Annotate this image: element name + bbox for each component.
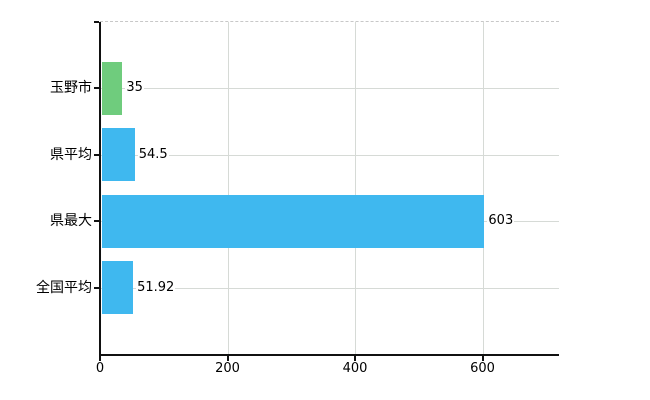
y-axis-tick [94,287,99,289]
x-gridline [482,22,484,354]
x-axis-tick [354,356,356,361]
x-gridline [355,22,356,354]
x-axis-tick [99,356,101,361]
category-label: 全国平均 [36,280,92,296]
value-label: 51.92 [136,279,176,297]
x-axis-tick [226,356,229,361]
x-tick-label: 600 [470,361,495,376]
x-tick-label: 400 [342,361,368,376]
y-axis-tick [94,87,99,89]
x-tick-label: 200 [215,361,240,376]
category-label: 県最大 [50,213,92,229]
y-axis-tick [94,220,99,222]
bar-玉野市 [102,62,123,115]
x-axis-tick [481,356,484,361]
y-axis-tick [94,154,99,156]
y-gridline [100,288,559,289]
category-label: 県平均 [50,147,92,163]
x-gridline [227,22,229,354]
y-axis-tick [94,21,99,23]
value-label: 603 [487,212,515,230]
y-gridline [100,155,559,156]
x-axis [99,354,559,356]
value-label: 54.5 [137,146,169,164]
x-tick-label: 0 [95,361,105,376]
category-label: 玉野市 [50,80,92,96]
y-axis [99,22,101,354]
plot-area-top-border [100,21,559,22]
value-label: 35 [125,79,144,97]
bar-県最大 [102,195,485,248]
y-gridline [100,88,559,89]
bar-県平均 [102,128,135,181]
bar-全国平均 [102,261,134,314]
